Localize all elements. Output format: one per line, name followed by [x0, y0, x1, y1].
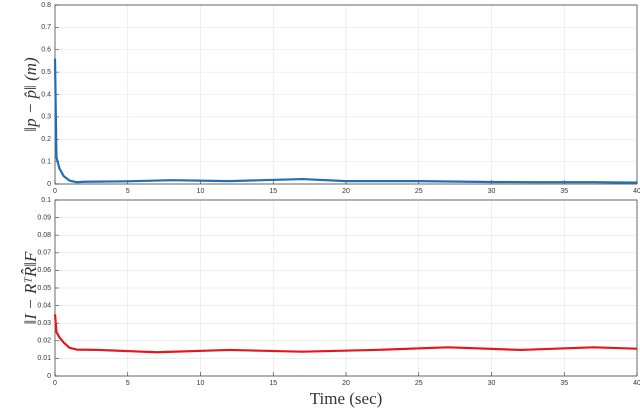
- x-tick-label: 0: [53, 188, 57, 195]
- y-tick-label: 0.7: [41, 24, 51, 31]
- y-tick-label: 0.07: [37, 250, 51, 257]
- y-tick-label: 0.2: [41, 136, 51, 143]
- x-tick-label: 30: [488, 188, 496, 195]
- y-tick-label: 0.8: [41, 2, 51, 9]
- y-tick-label: 0.06: [37, 267, 51, 274]
- axes-frame: [54, 199, 638, 377]
- y-tick-label: 0.05: [37, 285, 51, 292]
- x-axis-label: Time (sec): [310, 389, 383, 408]
- y-tick-label: 0.4: [41, 91, 51, 98]
- y-tick-label: 0.08: [37, 232, 51, 239]
- y-tick-label: 0.6: [41, 47, 51, 54]
- x-tick-label: 30: [488, 380, 496, 387]
- y-tick-label: 0.03: [37, 320, 51, 327]
- x-tick-label: 15: [269, 380, 277, 387]
- y-tick-label: 0.1: [41, 158, 51, 165]
- y-tick-label: 0.5: [41, 69, 51, 76]
- y-tick-label: 0: [47, 373, 51, 380]
- x-tick-label: 10: [197, 188, 205, 195]
- data-line: [53, 58, 638, 184]
- x-tick-label: 0: [53, 380, 57, 387]
- x-tick-label: 20: [342, 188, 350, 195]
- y-tick-label: 0.01: [37, 355, 51, 362]
- x-tick-label: 5: [126, 188, 130, 195]
- x-tick-label: 35: [560, 380, 568, 387]
- y-axis-label: ‖I − RᵀR̂‖F: [21, 251, 40, 325]
- y-tick-label: 0.09: [37, 214, 51, 221]
- x-tick-label: 25: [415, 188, 423, 195]
- y-tick-label: 0: [47, 181, 51, 188]
- x-tick-label: 25: [415, 380, 423, 387]
- y-tick-label: 0.1: [41, 197, 51, 204]
- y-tick-label: 0.3: [41, 114, 51, 121]
- y-tick-label: 0.02: [37, 338, 51, 345]
- x-tick-label: 40: [633, 380, 640, 387]
- x-tick-label: 40: [633, 188, 640, 195]
- x-tick-label: 15: [269, 188, 277, 195]
- x-tick-label: 35: [560, 188, 568, 195]
- data-line: [53, 314, 638, 354]
- x-tick-label: 10: [197, 380, 205, 387]
- y-tick-label: 0.04: [37, 302, 51, 309]
- x-tick-label: 20: [342, 380, 350, 387]
- y-axis-label: ‖p − p̂‖ (m): [21, 57, 40, 132]
- x-tick-label: 5: [126, 380, 130, 387]
